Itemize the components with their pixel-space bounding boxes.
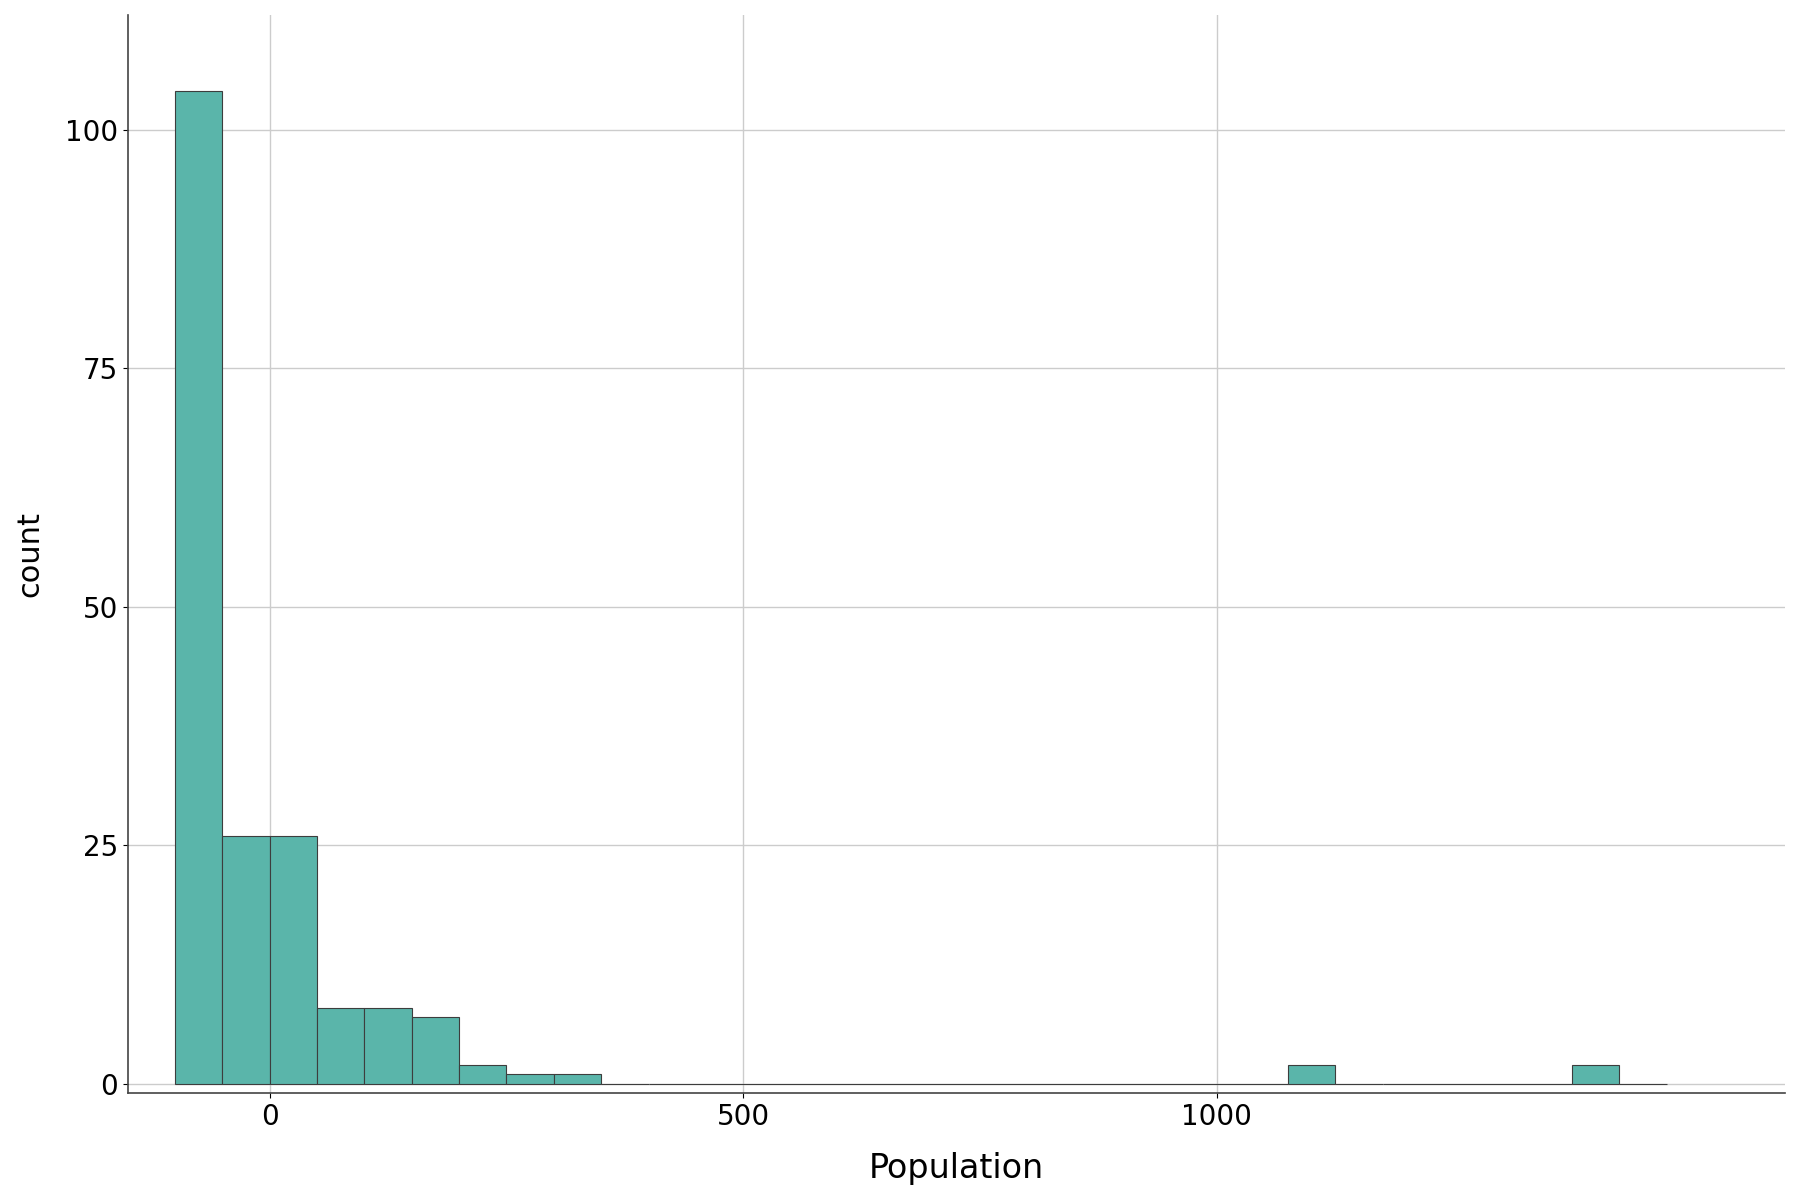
Bar: [270, 835, 317, 1084]
Bar: [1571, 1064, 1620, 1084]
Bar: [1287, 1064, 1336, 1084]
Y-axis label: count: count: [14, 511, 43, 598]
X-axis label: Population: Population: [869, 1152, 1044, 1186]
Bar: [364, 1008, 412, 1084]
Bar: [223, 835, 270, 1084]
Bar: [554, 1074, 601, 1084]
Bar: [506, 1074, 554, 1084]
Bar: [412, 1018, 459, 1084]
Bar: [459, 1064, 506, 1084]
Bar: [175, 91, 223, 1084]
Bar: [317, 1008, 364, 1084]
